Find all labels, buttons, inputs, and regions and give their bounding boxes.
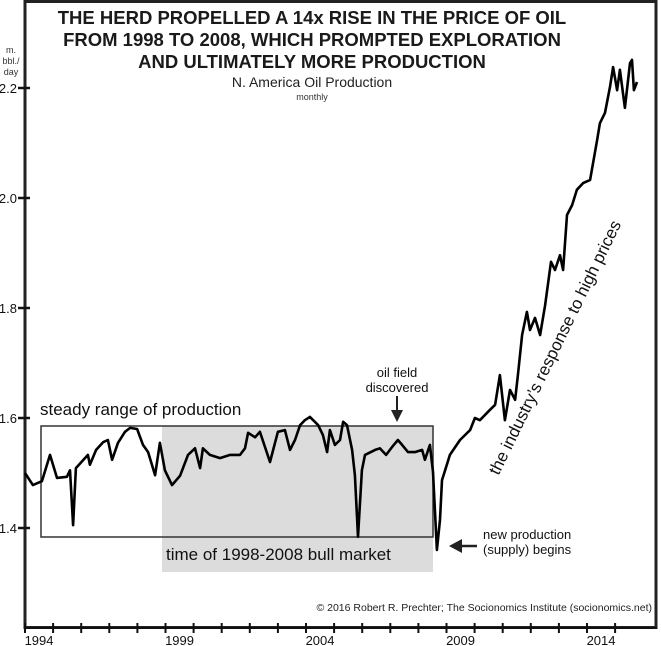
y-tick-label: 2.0 [0, 191, 17, 206]
x-tick-label: 2004 [306, 633, 335, 646]
title-line-1: THE HERD PROPELLED A 14x RISE IN THE PRI… [58, 7, 566, 28]
x-tick-label: 1999 [165, 633, 194, 646]
annotation-industry-response: the industry’s response to high prices [485, 217, 625, 477]
annotation-steady-range: steady range of production [40, 400, 241, 419]
annotation-new-production-2: (supply) begins [483, 542, 572, 557]
ylabel-line-3: day [4, 67, 19, 77]
x-tick-label: 2009 [446, 633, 475, 646]
left-arrow-icon [449, 539, 477, 553]
ylabel-line-1: m. [6, 45, 16, 55]
copyright: © 2016 Robert R. Prechter; The Socionomi… [316, 602, 652, 614]
annotation-oil-field-1: oil field [377, 365, 417, 380]
x-tick-label: 2014 [587, 633, 616, 646]
y-tick-label: 2.2 [0, 81, 17, 96]
subtitle-monthly: monthly [296, 92, 328, 102]
y-tick-label: 1.6 [0, 411, 17, 426]
series-line-oil-production [23, 58, 639, 552]
title-line-3: AND ULTIMATELY MORE PRODUCTION [138, 51, 486, 72]
y-tick-label: 1.8 [0, 301, 17, 316]
ylabel-line-2: bbl./ [2, 56, 20, 66]
annotation-new-production-1: new production [483, 527, 571, 542]
annotation-oil-field-2: discovered [366, 380, 429, 395]
y-tick-label: 1.4 [0, 521, 17, 536]
annotation-bull-market: time of 1998-2008 bull market [166, 545, 391, 564]
bull-market-shade [162, 426, 433, 572]
x-tick-label: 1994 [25, 633, 54, 646]
down-arrow-icon [391, 396, 403, 422]
subtitle: N. America Oil Production [232, 74, 392, 90]
title-line-2: FROM 1998 TO 2008, WHICH PROMPTED EXPLOR… [63, 29, 561, 50]
